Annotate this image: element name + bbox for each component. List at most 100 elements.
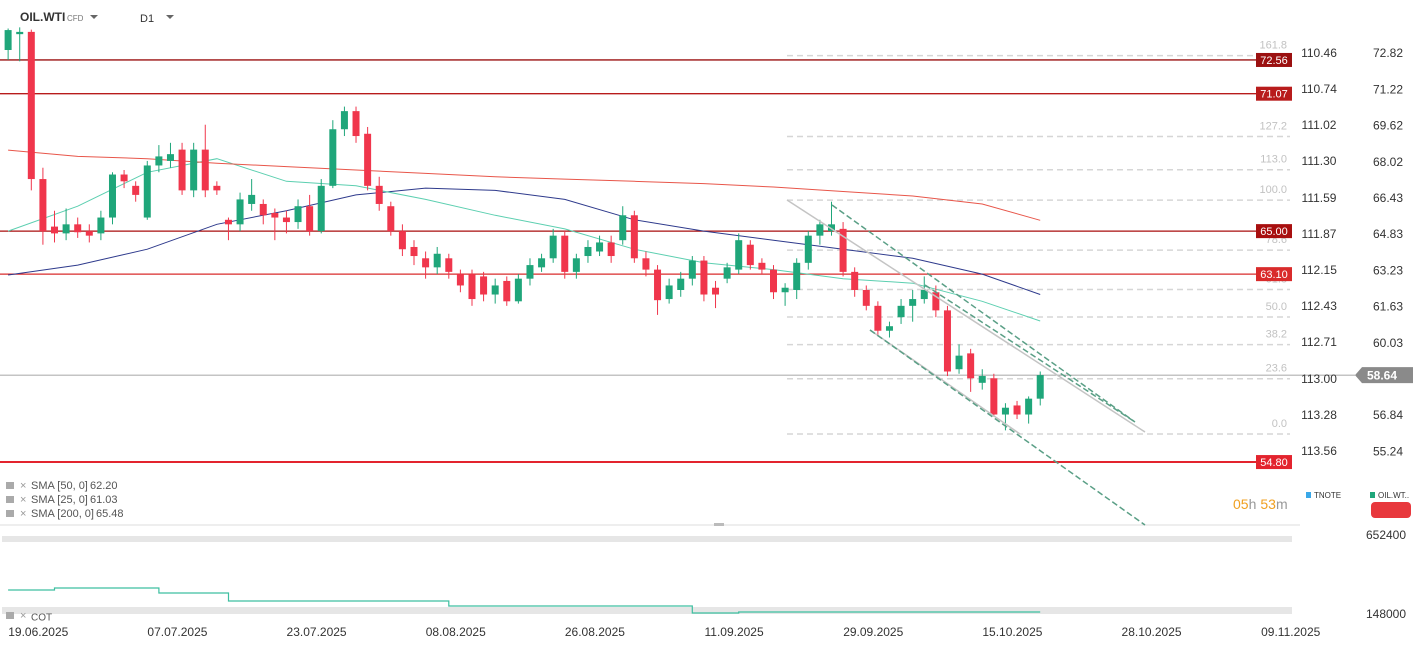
trend-line[interactable] xyxy=(786,199,1146,433)
candle-body xyxy=(190,149,198,191)
last-price-label: 58.64 xyxy=(1367,368,1397,382)
y-tick-label: 60.03 xyxy=(1373,336,1403,350)
y2-tick-label: 111.30 xyxy=(1302,154,1337,168)
candle-body xyxy=(166,154,174,161)
candle-body xyxy=(770,269,778,293)
candle-body xyxy=(804,235,812,263)
y2-tick-label: 113.00 xyxy=(1301,372,1337,386)
drawing-tools xyxy=(786,199,1146,526)
legend-label: TNOTE xyxy=(1314,491,1341,500)
candle-body xyxy=(978,376,986,383)
candle-body xyxy=(596,242,604,252)
candle-body xyxy=(433,253,441,268)
channel-line[interactable] xyxy=(924,284,1136,423)
x-tick-label: 23.07.2025 xyxy=(287,625,347,639)
dropdown-arrow[interactable] xyxy=(166,15,174,19)
candle-body xyxy=(955,355,963,370)
candle-body xyxy=(827,224,835,232)
sma-close: × xyxy=(20,508,26,520)
instrument: CFD xyxy=(67,14,84,23)
sma-line xyxy=(8,187,1041,295)
sma-icon xyxy=(6,496,14,503)
y-tick-label: 71.22 xyxy=(1373,82,1403,96)
timer-hours: 05 xyxy=(1233,496,1249,512)
candle-body xyxy=(503,280,511,302)
sma-close: × xyxy=(20,480,26,492)
candle-body xyxy=(851,271,859,290)
pane-handle[interactable] xyxy=(714,523,724,526)
y2-tick-label: 113.56 xyxy=(1301,444,1337,458)
x-tick-label: 11.09.2025 xyxy=(704,625,763,639)
candle-body xyxy=(317,185,325,232)
candle-body xyxy=(920,289,928,300)
candle-body xyxy=(85,231,93,236)
candle-body xyxy=(549,235,557,259)
cot-y-tick-label: 148000 xyxy=(1366,607,1406,621)
level-label: 54.80 xyxy=(1260,457,1288,469)
candle-body xyxy=(677,278,685,290)
y2-tick-label: 113.28 xyxy=(1301,408,1337,422)
candle-body xyxy=(491,285,499,295)
candle-body xyxy=(236,199,244,225)
action-button[interactable] xyxy=(1371,502,1411,518)
candle-body xyxy=(97,217,105,234)
symbol[interactable]: OIL.WTI xyxy=(20,10,65,24)
cot-band xyxy=(2,607,1292,614)
y-tick-label: 68.02 xyxy=(1373,155,1403,169)
x-tick-label: 19.06.2025 xyxy=(8,625,68,639)
candle-body xyxy=(943,310,951,372)
candle-body xyxy=(62,224,70,234)
x-tick-label: 09.11.2025 xyxy=(1261,625,1320,639)
candle-body xyxy=(74,224,82,233)
candle-body xyxy=(688,260,696,279)
sma-legend-value: 61.03 xyxy=(90,494,118,506)
timeframe[interactable]: D1 xyxy=(140,13,154,25)
sma-legend-name: SMA [50, 0] xyxy=(31,480,88,492)
candle-body xyxy=(642,258,650,270)
y-tick-label: 61.63 xyxy=(1373,300,1403,314)
dropdown-arrow[interactable] xyxy=(90,15,98,19)
fib-label: 50.0 xyxy=(1266,301,1287,313)
candle-body xyxy=(456,274,464,286)
candle-body xyxy=(990,378,998,415)
candle-body xyxy=(874,305,882,331)
level-label: 71.07 xyxy=(1260,89,1288,101)
candle-body xyxy=(340,111,348,130)
candle-body xyxy=(282,217,290,223)
y2-tick-label: 110.74 xyxy=(1301,82,1337,96)
candle-body xyxy=(735,240,743,270)
candle-body xyxy=(108,174,116,218)
fib-label: 127.2 xyxy=(1259,120,1287,132)
cot-title: COT xyxy=(31,613,52,624)
candle-body xyxy=(839,228,847,272)
level-label-box xyxy=(1256,267,1292,282)
candle-body xyxy=(387,206,395,232)
candle-body xyxy=(885,326,893,331)
sma-legend-name: SMA [200, 0] xyxy=(31,508,94,520)
candle-body xyxy=(572,258,580,272)
candle-body xyxy=(584,246,592,257)
candle-body xyxy=(862,289,870,306)
x-tick-label: 07.07.2025 xyxy=(147,625,207,639)
x-tick-label: 29.09.2025 xyxy=(843,625,903,639)
level-label-box xyxy=(1256,52,1292,67)
candle-body xyxy=(306,206,314,232)
x-tick-label: 08.08.2025 xyxy=(426,625,486,639)
sma-icon xyxy=(6,482,14,489)
channel-line[interactable] xyxy=(869,329,1146,526)
fib-label: 161.8 xyxy=(1259,39,1287,51)
candle-body xyxy=(259,203,267,216)
candle-body xyxy=(967,353,975,379)
x-tick-label: 26.08.2025 xyxy=(565,625,625,639)
candle-body xyxy=(51,226,59,234)
candle-body xyxy=(1025,398,1033,415)
y2-tick-label: 111.02 xyxy=(1302,118,1337,132)
channel-line[interactable] xyxy=(831,204,1136,423)
candle-body xyxy=(816,224,824,236)
candle-body xyxy=(422,258,430,268)
y2-tick-label: 110.46 xyxy=(1301,46,1337,60)
candle-body xyxy=(1013,405,1021,415)
fib-label: 38.2 xyxy=(1266,329,1287,341)
x-tick-label: 15.10.2025 xyxy=(982,625,1042,639)
